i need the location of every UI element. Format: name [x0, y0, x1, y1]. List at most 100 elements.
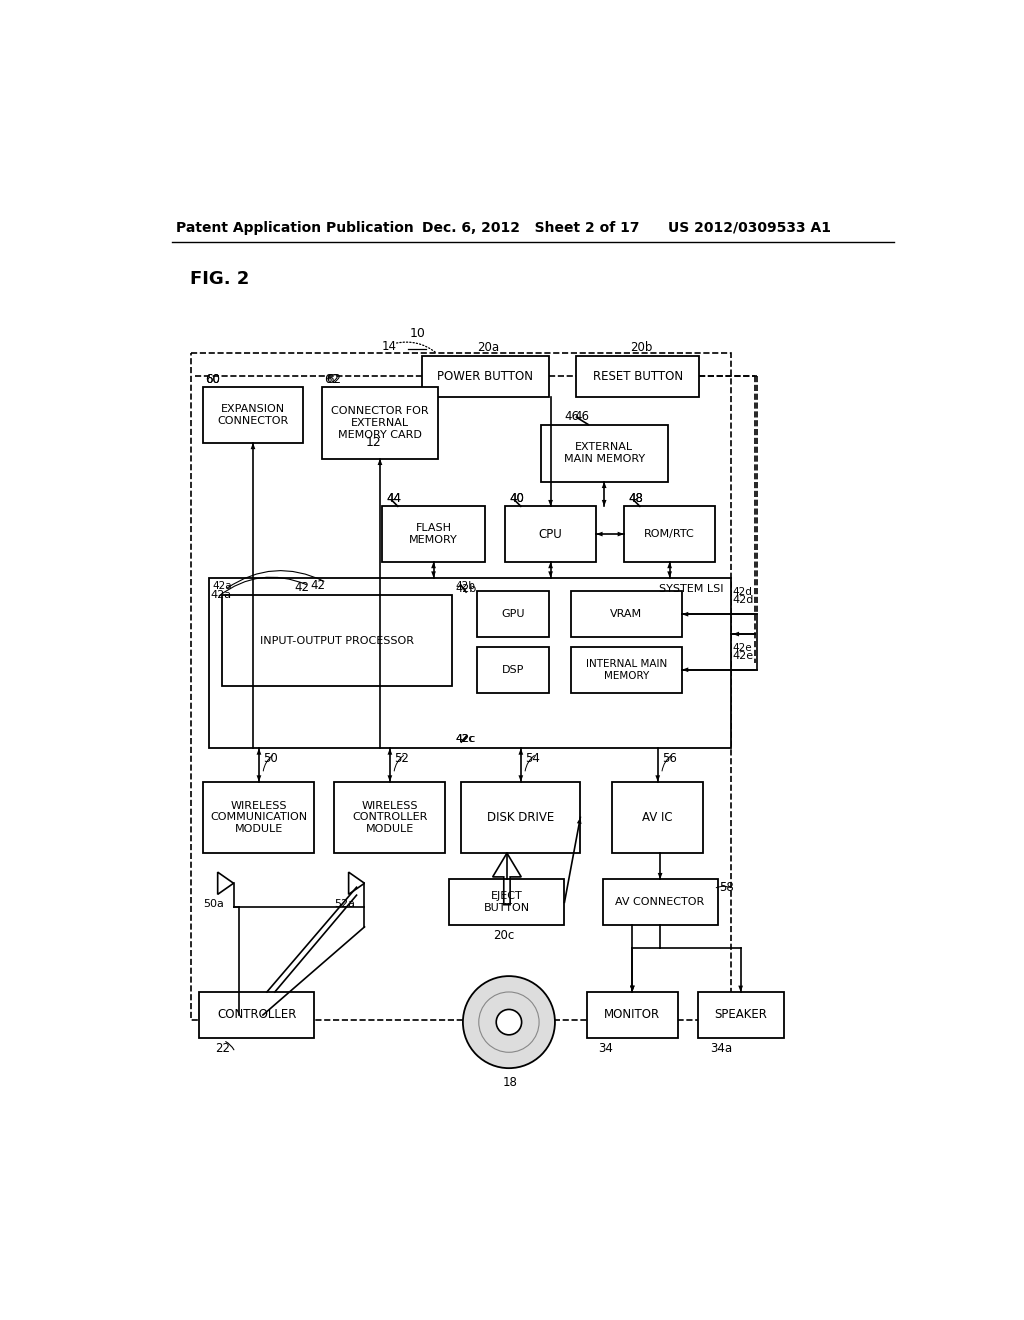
Text: SYSTEM LSI: SYSTEM LSI [658, 583, 723, 594]
Text: INPUT-OUTPUT PROCESSOR: INPUT-OUTPUT PROCESSOR [260, 636, 414, 645]
Bar [204, 387, 303, 442]
Text: 60: 60 [205, 374, 220, 385]
Text: 58: 58 [719, 880, 734, 894]
Text: 50a: 50a [204, 899, 224, 909]
Text: 42d: 42d [733, 595, 754, 605]
Text: 20b: 20b [630, 342, 652, 354]
Text: 42a: 42a [212, 581, 231, 591]
Text: FIG. 2: FIG. 2 [189, 269, 249, 288]
Polygon shape [738, 986, 743, 991]
Text: EJECT
BUTTON: EJECT BUTTON [484, 891, 530, 913]
Bar [477, 591, 549, 638]
Text: 42: 42 [295, 581, 309, 594]
Polygon shape [668, 562, 672, 568]
Text: Patent Application Publication: Patent Application Publication [176, 220, 414, 235]
Polygon shape [548, 500, 553, 507]
Text: Dec. 6, 2012   Sheet 2 of 17: Dec. 6, 2012 Sheet 2 of 17 [422, 220, 639, 235]
Polygon shape [518, 748, 523, 755]
Text: 50: 50 [263, 751, 278, 764]
Text: 42: 42 [310, 579, 326, 593]
Polygon shape [387, 775, 392, 781]
Text: 14: 14 [382, 339, 397, 352]
Polygon shape [682, 668, 688, 672]
Polygon shape [518, 775, 523, 781]
Text: WIRELESS
CONTROLLER
MODULE: WIRELESS CONTROLLER MODULE [352, 801, 428, 834]
Text: WIRELESS
COMMUNICATION
MODULE: WIRELESS COMMUNICATION MODULE [210, 801, 307, 834]
Bar [200, 991, 314, 1038]
Polygon shape [577, 817, 582, 824]
Text: 48: 48 [628, 492, 643, 506]
Bar [612, 781, 703, 853]
Text: RESET BUTTON: RESET BUTTON [593, 370, 683, 383]
Text: 42d: 42d [733, 587, 753, 597]
Polygon shape [655, 775, 660, 781]
Text: POWER BUTTON: POWER BUTTON [437, 370, 534, 383]
Bar [587, 991, 678, 1038]
Polygon shape [602, 482, 606, 488]
Text: 18: 18 [503, 1076, 517, 1089]
Text: 60: 60 [205, 374, 220, 385]
Bar [697, 991, 783, 1038]
Text: 56: 56 [662, 751, 677, 764]
Bar [477, 647, 549, 693]
Polygon shape [378, 458, 382, 465]
Text: EXPANSION
CONNECTOR: EXPANSION CONNECTOR [217, 404, 289, 426]
Polygon shape [548, 562, 553, 568]
Text: SPEAKER: SPEAKER [714, 1008, 767, 1022]
Polygon shape [251, 442, 255, 449]
Polygon shape [548, 572, 553, 578]
Text: 54: 54 [525, 751, 540, 764]
Text: 44: 44 [386, 492, 401, 506]
Text: AV IC: AV IC [642, 810, 673, 824]
Polygon shape [630, 986, 635, 991]
Bar [323, 387, 437, 458]
Bar [541, 425, 668, 482]
Text: 46: 46 [574, 411, 589, 424]
Polygon shape [431, 562, 436, 568]
Text: ROM/RTC: ROM/RTC [644, 529, 695, 539]
Text: VRAM: VRAM [610, 610, 642, 619]
Polygon shape [657, 873, 663, 879]
Bar [209, 578, 731, 748]
Text: 40: 40 [509, 492, 524, 506]
Text: 20a: 20a [477, 342, 500, 354]
Bar [505, 507, 596, 562]
Text: 40: 40 [509, 492, 524, 506]
Text: 42a: 42a [211, 590, 231, 601]
Text: CONTROLLER: CONTROLLER [217, 1008, 297, 1022]
Text: GPU: GPU [501, 610, 524, 619]
Text: 34: 34 [599, 1041, 613, 1055]
Polygon shape [682, 668, 688, 672]
Text: EXTERNAL
MAIN MEMORY: EXTERNAL MAIN MEMORY [563, 442, 645, 463]
Text: CPU: CPU [539, 528, 562, 541]
Text: CONNECTOR FOR
EXTERNAL
MEMORY CARD: CONNECTOR FOR EXTERNAL MEMORY CARD [331, 407, 429, 440]
Polygon shape [431, 572, 436, 578]
Polygon shape [630, 986, 635, 991]
Text: DSP: DSP [502, 665, 524, 675]
Text: 42c: 42c [455, 734, 474, 744]
Polygon shape [257, 775, 261, 781]
Circle shape [497, 1010, 521, 1035]
Bar [191, 354, 731, 1020]
Text: AV CONNECTOR: AV CONNECTOR [615, 898, 705, 907]
Polygon shape [682, 612, 688, 616]
Text: 12: 12 [367, 437, 382, 449]
Bar [602, 879, 718, 925]
Text: 44: 44 [386, 492, 401, 506]
Bar [221, 595, 452, 686]
Bar [204, 781, 314, 853]
Bar [624, 507, 715, 562]
Text: 52a: 52a [334, 899, 355, 909]
Text: 42b: 42b [455, 581, 475, 591]
Bar [577, 355, 699, 397]
Polygon shape [668, 572, 672, 578]
Polygon shape [387, 748, 392, 755]
Polygon shape [617, 532, 624, 536]
Bar [461, 781, 581, 853]
Circle shape [463, 975, 555, 1068]
Text: 46: 46 [564, 411, 580, 424]
Text: MONITOR: MONITOR [604, 1008, 660, 1022]
Text: 42b: 42b [456, 583, 477, 594]
Polygon shape [733, 632, 739, 636]
Text: DISK DRIVE: DISK DRIVE [487, 810, 554, 824]
